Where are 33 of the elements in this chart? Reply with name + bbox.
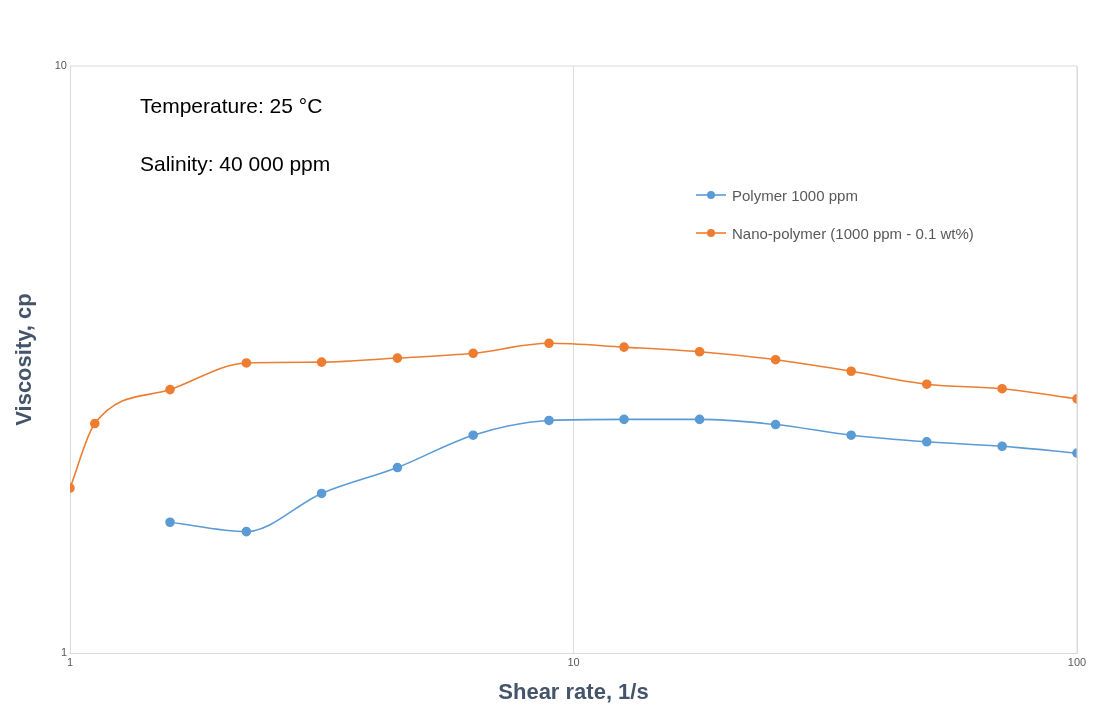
point [846,430,856,440]
point [997,441,1007,452]
point [770,419,781,430]
point [997,383,1007,394]
point [694,346,705,357]
point [694,414,705,425]
legend-label: Nano-polymer (1000 ppm - 0.1 wt%) [732,224,974,242]
point [619,414,629,425]
point [392,353,403,363]
point [544,338,554,349]
x-axis-title: Shear rate, 1/s [498,678,649,704]
point [619,342,629,352]
point [241,526,252,537]
point [846,366,856,377]
point [392,462,403,473]
point [89,418,100,429]
point [165,384,175,395]
point [544,415,554,426]
point [921,379,932,390]
point [316,488,327,499]
point [165,517,175,528]
legend-label: Polymer 1000 ppm [732,186,858,204]
annotation: Salinity: 40 000 ppm [140,152,331,176]
point [316,357,327,367]
y-axis-title: Viscosity, cp [11,293,37,426]
point [921,436,932,447]
point [468,430,478,440]
x-tick-label: 100 [1067,655,1087,668]
point [468,348,478,359]
annotation: Temperature: 25 °C [140,94,323,118]
x-tick-label: 10 [567,655,580,668]
point [770,354,781,365]
point [241,358,252,368]
